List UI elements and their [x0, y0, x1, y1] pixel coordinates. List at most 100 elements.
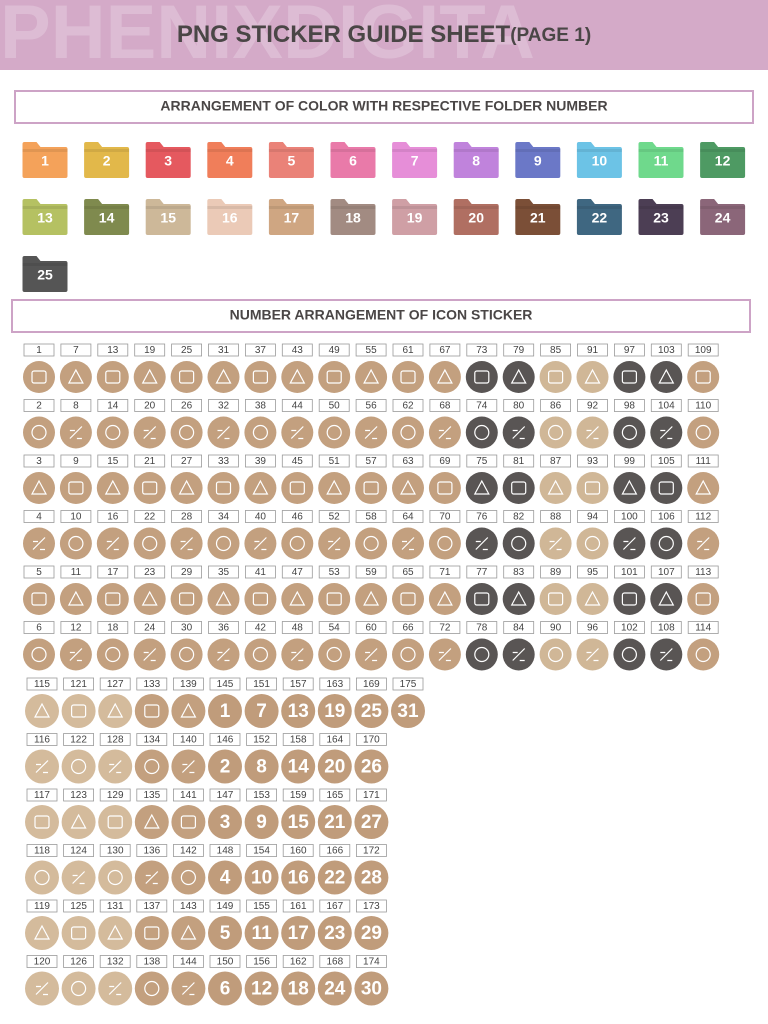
icon-glyph [35, 760, 49, 774]
icon-glyph [105, 370, 121, 384]
icon-glyph [69, 648, 83, 662]
sticker [61, 805, 96, 839]
icon-glyph [289, 590, 306, 606]
sticker-number: 137 [143, 901, 160, 912]
sticker [25, 694, 59, 728]
sticker [317, 860, 352, 895]
number-box [172, 955, 204, 968]
folder-label: 5 [288, 153, 296, 169]
sticker [170, 583, 203, 615]
sticker-number: 145 [217, 679, 234, 690]
icon-glyph [399, 479, 417, 495]
sticker [171, 916, 206, 950]
sticker-number: 78 [476, 623, 488, 634]
icon-glyph [475, 537, 489, 551]
icon-glyph [68, 481, 84, 495]
sticker-number: 112 [695, 512, 711, 523]
icon-glyph [180, 702, 197, 718]
sticker [392, 583, 424, 615]
folder-shade [330, 149, 376, 152]
folder-label: 11 [654, 153, 669, 169]
sticker [318, 583, 351, 615]
number-box [209, 733, 241, 746]
icon-glyph [658, 535, 674, 552]
sticker-number: 47 [292, 567, 304, 578]
sticker [613, 638, 646, 671]
sticker-number: 32 [218, 401, 230, 412]
sticker-number: 24 [144, 623, 156, 634]
icon-glyph [474, 646, 490, 663]
icon-glyph [695, 479, 712, 495]
number-box [319, 733, 351, 746]
folder-label: 10 [592, 153, 608, 169]
sticker-number: 31 [218, 345, 230, 356]
number-box [355, 621, 387, 634]
sticker-number: 124 [70, 846, 87, 857]
sticker [502, 583, 535, 615]
sticker [355, 583, 388, 615]
sticker-number: 92 [587, 401, 599, 412]
folder [207, 142, 253, 178]
sticker-digit: 19 [324, 701, 345, 722]
icon-glyph [70, 813, 87, 829]
folder [207, 199, 253, 235]
sticker-number: 80 [513, 401, 525, 412]
icon-glyph [34, 815, 50, 829]
sticker-number: 79 [513, 345, 525, 356]
sticker-number: 131 [107, 901, 124, 912]
sticker-number: 85 [550, 345, 562, 356]
sticker-number: 119 [34, 901, 50, 912]
icon-glyph [547, 370, 564, 384]
icon-glyph [179, 370, 195, 384]
icon-glyph [142, 481, 158, 495]
sticker [59, 583, 92, 615]
number-box [540, 399, 571, 412]
number-box [577, 565, 608, 579]
number-box [614, 565, 645, 579]
folder [145, 142, 191, 178]
icon-glyph [105, 592, 121, 606]
sticker-digit: 5 [220, 923, 231, 944]
icon-glyph [144, 704, 160, 718]
icon-glyph [622, 537, 636, 551]
sticker-number: 167 [326, 901, 343, 912]
icon-glyph [400, 424, 416, 441]
sticker-number: 71 [439, 567, 451, 578]
folder-label: 6 [349, 153, 357, 169]
sticker [207, 583, 240, 615]
icon-glyph [180, 924, 197, 940]
sticker-number: 160 [290, 846, 307, 857]
sticker [244, 749, 279, 784]
icon-glyph [326, 646, 342, 663]
icon-glyph [659, 426, 673, 440]
sticker-number: 157 [290, 679, 307, 690]
sticker-number: 72 [439, 623, 451, 634]
sticker [318, 638, 351, 671]
number-box [319, 788, 351, 802]
number-box [63, 899, 94, 913]
sticker [133, 583, 166, 615]
icon-glyph [438, 648, 452, 662]
sticker-digit: 31 [397, 701, 419, 722]
sticker [317, 916, 352, 950]
icon-glyph [252, 370, 268, 384]
number-box [466, 343, 498, 357]
folder-shade [145, 149, 191, 152]
folder-shade [638, 206, 684, 209]
number-box [172, 733, 204, 746]
icon-glyph [215, 481, 232, 495]
sticker-number: 125 [70, 901, 87, 912]
sticker-number: 74 [476, 401, 488, 412]
number-box [282, 899, 314, 913]
icon-glyph [364, 648, 378, 662]
number-box [577, 621, 608, 634]
number-box [318, 510, 350, 523]
sticker-number: 120 [34, 957, 51, 968]
sticker-number: 48 [292, 623, 304, 634]
sticker-number: 103 [658, 345, 675, 356]
folder [392, 142, 438, 178]
number-box [136, 844, 168, 857]
number-box [136, 955, 168, 968]
icon-glyph [511, 535, 527, 552]
sticker-number: 4 [36, 512, 42, 523]
